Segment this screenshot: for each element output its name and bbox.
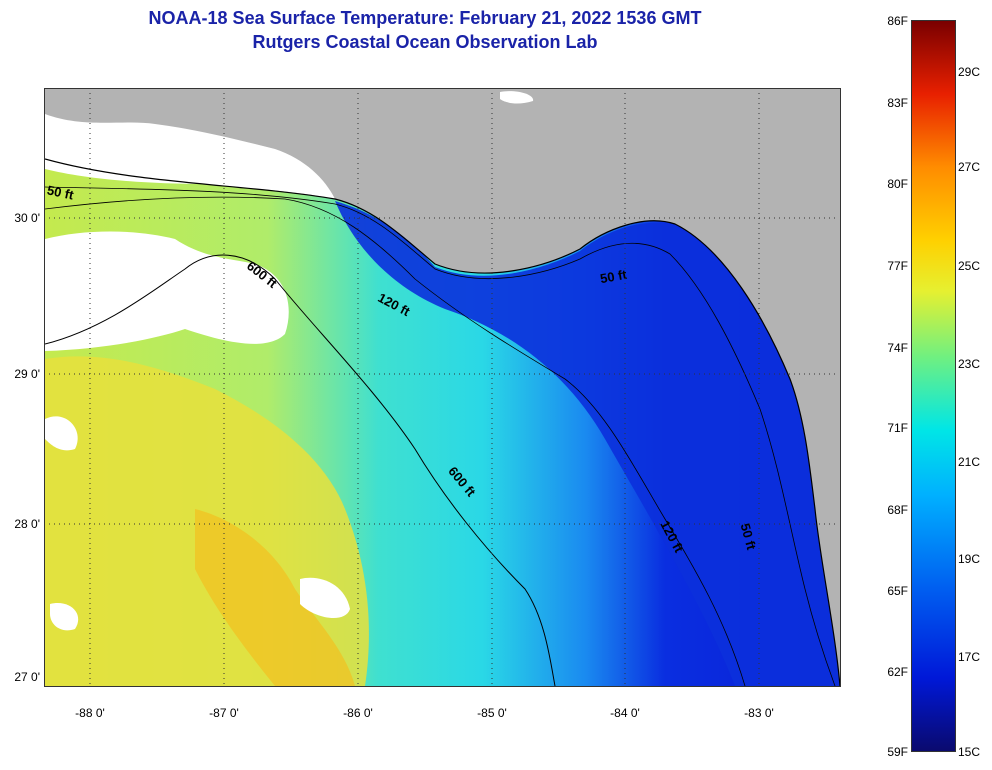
colorbar-f-label: 68F [887,503,908,517]
cloud-area [45,231,289,351]
colorbar-f-label: 80F [887,177,908,191]
colorbar-f-label: 77F [887,259,908,273]
colorbar-c-label: 29C [958,65,981,79]
sst-map[interactable]: 50 ft 600 ft 120 ft 50 ft 600 ft 120 ft … [44,88,841,687]
lon-label-85: -85 0' [477,706,507,720]
chart-title: NOAA-18 Sea Surface Temperature: Februar… [148,8,702,28]
graticule [44,88,839,685]
colorbar-f-label: 83F [887,96,908,110]
colorbar-f-label: 65F [887,584,908,598]
cloud-area [300,577,350,619]
colorbar-f-label: 62F [887,665,908,679]
lat-label-28: 28 0' [14,517,40,531]
contour-600ft [45,254,556,686]
lon-label-88: -88 0' [75,706,105,720]
cloud-area [45,114,335,199]
colorbar-f-label: 59F [887,745,908,759]
warm-patch-core [195,509,355,686]
sst-map-canvas [45,91,840,686]
lon-label-84: -84 0' [610,706,640,720]
colorbar-c-label: 19C [958,552,981,566]
colorbar-c-label: 27C [958,160,981,174]
colorbar-c-label: 23C [958,357,981,371]
lon-label-86: -86 0' [343,706,373,720]
contour-50ft [45,186,836,686]
lat-label-30: 30 0' [14,211,40,225]
lat-label-27: 27 0' [14,670,40,684]
lat-label-29: 29 0' [14,367,40,381]
cloud-area [500,91,534,104]
colorbar-f-label: 71F [887,421,908,435]
colorbar-c-label: 15C [958,745,981,759]
colorbar-f-label: 86F [887,14,908,28]
colorbar-c-label: 21C [958,455,981,469]
colorbar-c-label: 17C [958,650,981,664]
temperature-colorbar [911,20,956,752]
contour-120ft [45,196,746,686]
coastline [45,158,840,686]
chart-subtitle: Rutgers Coastal Ocean Observation Lab [252,32,598,52]
cold-coastal-band [335,201,840,686]
lon-label-87: -87 0' [209,706,239,720]
cloud-area [50,603,79,631]
lon-label-83: -83 0' [744,706,774,720]
colorbar-c-label: 25C [958,259,981,273]
cloud-area [45,416,78,451]
colorbar-f-label: 74F [887,341,908,355]
